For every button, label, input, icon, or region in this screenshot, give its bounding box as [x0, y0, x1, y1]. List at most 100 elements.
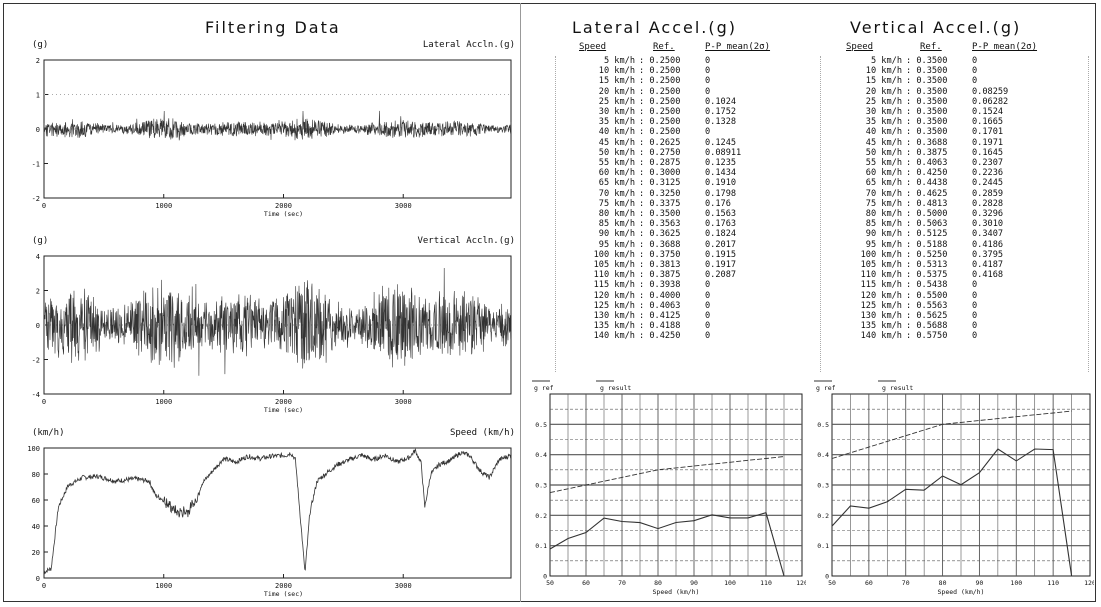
- speed-cell: 55 km/h: [598, 158, 635, 168]
- table-row: 85 km/h: 0.5063 0.3010: [832, 219, 1062, 229]
- pp-cell: 0: [705, 290, 711, 301]
- speed-cell: 75 km/h: [598, 198, 635, 209]
- vertical-hdr-ref: Ref.: [920, 42, 942, 52]
- y-tick-label: 0.4: [535, 451, 547, 459]
- table-row: 10 km/h: 0.3500 0: [832, 66, 1062, 76]
- lateral-hdr-pp: P-P mean(2σ): [705, 42, 771, 52]
- ref-cell: : 0.5688: [906, 321, 948, 332]
- lateral-summary-chart: g ref g result 50 60 70 80 90 100 110 120 0 0.1 0.2 0…: [532, 380, 806, 596]
- x-tick-label: 100: [724, 579, 736, 587]
- x-tick-label: 0: [42, 398, 46, 406]
- speed-cell: 125 km/h: [860, 300, 902, 311]
- ref-cell: : 0.5000: [906, 209, 948, 219]
- series-line-result: [549, 512, 785, 577]
- table-row: 60 km/h: 0.3000 0.1434: [565, 168, 795, 178]
- speed-cell: 10 km/h: [598, 66, 635, 77]
- pp-cell: 0.1328: [705, 117, 737, 128]
- x-tick-label: 60: [865, 579, 873, 587]
- speed-cell: 105 km/h: [593, 260, 635, 270]
- table-row: 95 km/h: 0.3688 0.2017: [565, 240, 795, 250]
- table-row: 70 km/h: 0.3250 0.1798: [565, 189, 795, 199]
- table-row: 10 km/h: 0.2500 0: [565, 66, 795, 76]
- ref-cell: : 0.3500: [906, 66, 948, 77]
- pp-cell: 0: [972, 66, 978, 77]
- table-row: 55 km/h: 0.4063 0.2307: [832, 158, 1062, 168]
- ref-cell: : 0.4000: [639, 290, 681, 301]
- table-row: 35 km/h: 0.2500 0.1328: [565, 117, 795, 127]
- speed-cell: 135 km/h: [593, 321, 635, 332]
- table-row: 40 km/h: 0.3500 0.1701: [832, 127, 1062, 137]
- y-tick-label: 100: [27, 445, 40, 453]
- ref-cell: : 0.2875: [639, 158, 681, 168]
- y-tick-label: -2: [32, 195, 40, 203]
- pp-cell: 0.2017: [705, 239, 737, 250]
- ref-cell: : 0.2500: [639, 96, 681, 107]
- y-tick-label: 0.3: [817, 482, 829, 490]
- lateral-title: Lateral Accel.(g): [572, 18, 738, 37]
- table-row: 90 km/h: 0.3625 0.1824: [565, 229, 795, 239]
- x-tick-label: 3000: [395, 398, 412, 406]
- x-axis-label: Time (sec): [264, 210, 303, 218]
- speed-trace: [43, 448, 512, 575]
- speed-cell: 120 km/h: [593, 290, 635, 301]
- y-tick-label: 80: [32, 471, 40, 479]
- ref-cell: : 0.4625: [906, 188, 948, 199]
- ref-cell: : 0.3688: [906, 137, 948, 148]
- table-row: 110 km/h: 0.5375 0.4168: [832, 270, 1062, 280]
- table-row: 100 km/h: 0.3750 0.1915: [565, 250, 795, 260]
- pp-cell: 0.1524: [972, 107, 1004, 117]
- ref-cell: : 0.4063: [639, 300, 681, 311]
- pp-cell: 0: [705, 56, 711, 66]
- ref-cell: : 0.5125: [906, 229, 948, 240]
- speed-cell: 15 km/h: [865, 76, 902, 87]
- table-dots-left: [555, 56, 556, 372]
- pp-cell: 0.3795: [972, 249, 1004, 260]
- lateral-unit: (g): [32, 40, 49, 50]
- plot-frame: [43, 447, 512, 579]
- table-row: 115 km/h: 0.3938 0: [565, 280, 795, 290]
- speed-cell: 80 km/h: [865, 209, 902, 219]
- table-row: 130 km/h: 0.4125 0: [565, 311, 795, 321]
- pp-cell: 0.1434: [705, 168, 737, 179]
- ref-cell: : 0.5250: [906, 249, 948, 260]
- ref-cell: : 0.4125: [639, 311, 681, 321]
- speed-cell: 80 km/h: [598, 209, 635, 219]
- pp-cell: 0.1910: [705, 178, 737, 189]
- ref-cell: : 0.4063: [906, 158, 948, 168]
- table-row: 55 km/h : 0.2875 0.1235: [565, 158, 795, 168]
- x-tick-label: 2000: [275, 398, 292, 406]
- ref-cell: : 0.4813: [906, 198, 948, 209]
- ref-cell: : 0.2500: [639, 86, 681, 97]
- speed-cell: 90 km/h: [865, 229, 902, 240]
- table-row: 140 km/h: 0.5750 0: [832, 331, 1062, 341]
- ref-cell: : 0.4438: [906, 178, 948, 189]
- pp-cell: 0: [972, 300, 978, 311]
- pp-cell: 0.1971: [972, 137, 1004, 148]
- pp-cell: 0: [972, 290, 978, 301]
- pp-cell: 0.176: [705, 198, 731, 209]
- table-row: 45 km/h: 0.3688 0.1971: [832, 138, 1062, 148]
- y-tick-label: 0.2: [535, 512, 547, 520]
- table-row: 15 km/h: 0.3500 0: [832, 76, 1062, 86]
- pp-cell: 0.06282: [972, 96, 1009, 107]
- ref-cell: : 0.2500: [639, 117, 681, 128]
- pp-cell: 0.1235: [705, 158, 737, 168]
- ref-cell: : 0.2500: [639, 66, 681, 77]
- speed-cell: 20 km/h: [865, 86, 902, 97]
- report-frame: [3, 3, 1096, 602]
- speed-cell: 90 km/h: [598, 229, 635, 240]
- y-tick-label: 60: [32, 497, 40, 505]
- y-tick-label: 2: [36, 288, 40, 296]
- table-dots-right: [1088, 56, 1089, 372]
- x-tick-label: 50: [546, 579, 554, 587]
- table-row: 65 km/h: 0.3125 0.1910: [565, 178, 795, 188]
- y-tick-label: 40: [32, 523, 40, 531]
- speed-cell: 25 km/h: [865, 96, 902, 107]
- ref-cell: : 0.2500: [639, 56, 681, 66]
- pp-cell: 0.2445: [972, 178, 1004, 189]
- pp-cell: 0.1245: [705, 137, 737, 148]
- ref-cell: : 0.3500: [906, 56, 948, 66]
- x-tick-label: 90: [690, 579, 698, 587]
- vertical-summary-chart: g ref g result 50 60 70 80 90 100 110 120 0 0.1 0.2 0…: [814, 380, 1094, 596]
